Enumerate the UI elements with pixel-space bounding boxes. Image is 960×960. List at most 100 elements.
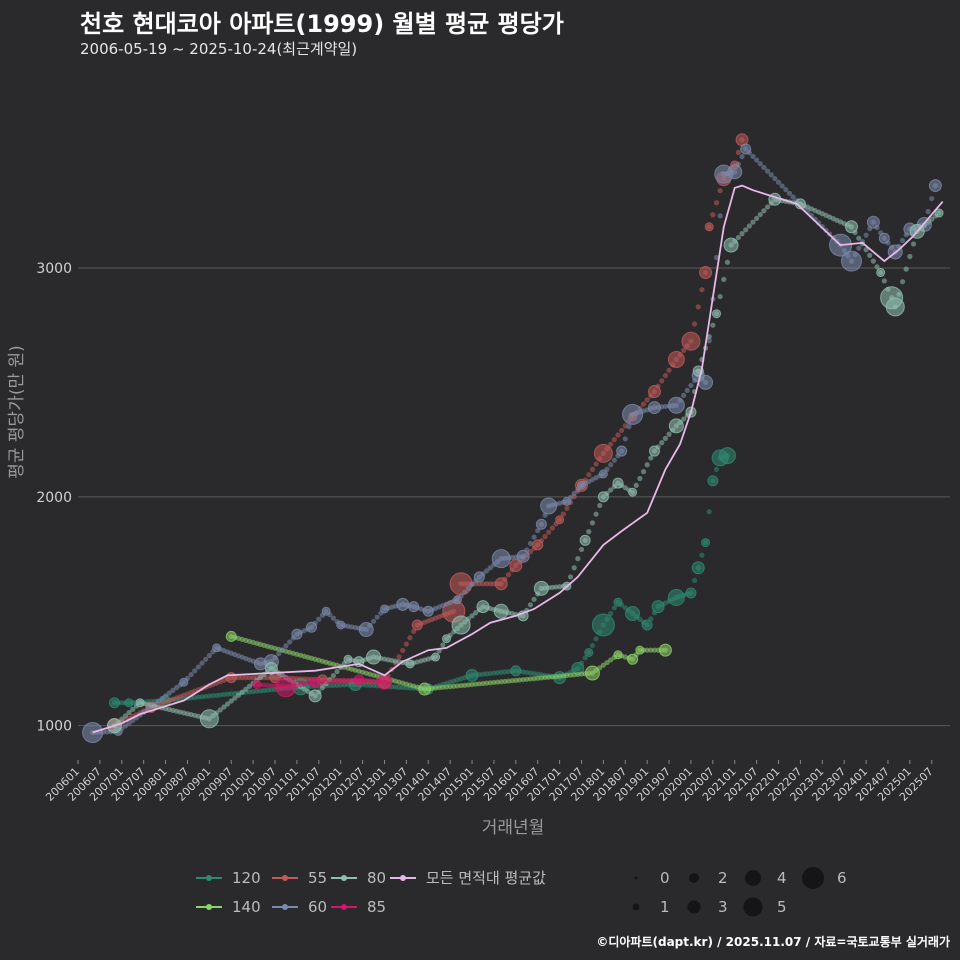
legend-key-dot (341, 904, 347, 910)
trail-dot-55 (484, 581, 490, 587)
trail-dot-80 (224, 701, 231, 707)
trail-dot-120 (119, 700, 125, 706)
data-point-120 (124, 698, 134, 708)
trail-dot-55 (235, 675, 242, 681)
trail-dot-80 (743, 227, 749, 233)
trail-dot-60 (783, 187, 789, 193)
trail-dot-80 (232, 695, 238, 701)
trail-dot-80 (567, 574, 574, 580)
data-point-120 (701, 538, 711, 548)
trail-dot-55 (611, 437, 617, 443)
trail-dot-60 (195, 664, 202, 670)
trail-dot-80 (856, 235, 862, 241)
data-point-60 (866, 215, 880, 229)
data-point-60 (598, 469, 608, 479)
trail-dot-60 (706, 338, 712, 344)
data-point-60 (452, 595, 462, 605)
data-point-60 (473, 571, 485, 583)
trail-dot-80 (330, 672, 336, 679)
data-point-85 (309, 676, 321, 688)
trail-dot-80 (126, 709, 132, 716)
trail-dot-60 (531, 534, 537, 540)
trail-dot-80 (589, 520, 596, 526)
trail-dot-80 (662, 435, 669, 442)
trail-dot-60 (370, 618, 377, 624)
legend-key-dot (282, 875, 288, 881)
average-line (92, 184, 944, 734)
data-point-55 (647, 385, 661, 399)
data-point-85 (252, 679, 262, 689)
legend-key-dot (341, 875, 347, 881)
trail-dot-60 (626, 424, 632, 430)
trail-dot-60 (768, 172, 774, 178)
data-point-60 (336, 620, 346, 630)
trail-dot-80 (910, 241, 917, 247)
trail-dot-80 (754, 215, 760, 221)
trail-dot-60 (535, 528, 541, 534)
trail-dot-80 (593, 511, 599, 517)
legend-size-dot (745, 870, 761, 886)
data-point-60 (358, 622, 374, 638)
trail-dot-60 (122, 723, 129, 729)
data-point-60 (291, 628, 303, 640)
trail-dot-55 (615, 432, 621, 438)
trail-dot-80 (221, 704, 227, 710)
data-point-80 (476, 600, 490, 614)
data-point-85 (275, 676, 297, 698)
data-point-60 (740, 143, 752, 155)
trail-dot-80 (578, 546, 585, 553)
trail-dot-55 (593, 461, 599, 467)
trail-dot-55 (297, 676, 304, 682)
trail-dot-55 (487, 581, 493, 587)
trail-dot-60 (772, 175, 778, 182)
data-point-80 (343, 654, 353, 664)
trail-dot-80 (746, 223, 752, 229)
trail-dot-60 (173, 685, 180, 691)
trail-dot-80 (571, 565, 577, 571)
legend-size-dot (743, 897, 763, 917)
data-point-55 (699, 266, 713, 280)
trail-dot-60 (754, 157, 760, 163)
data-point-60 (928, 179, 942, 193)
trail-dot-120 (338, 682, 344, 688)
trail-dot-55 (659, 378, 665, 384)
legend-size-label: 3 (718, 898, 728, 916)
trail-dot-80 (750, 219, 756, 225)
trail-dot-80 (717, 293, 723, 300)
trail-dot-120 (692, 577, 698, 583)
legend-size-dot (689, 873, 699, 883)
trail-dot-80 (228, 698, 234, 704)
legend-size-label: 2 (718, 869, 728, 887)
series-85 (252, 674, 392, 698)
data-point-85 (376, 674, 392, 690)
data-point-60 (396, 597, 410, 611)
trail-dot-60 (487, 565, 493, 571)
trail-dot-80 (644, 462, 650, 468)
trail-dot-80 (473, 610, 479, 616)
trail-dot-80 (907, 253, 913, 260)
trail-dot-55 (305, 676, 311, 682)
trail-dot-55 (403, 641, 409, 647)
trail-dot-80 (119, 716, 125, 722)
data-point-120 (707, 475, 719, 487)
trail-dot-80 (531, 596, 537, 602)
legend-size-dot (802, 867, 824, 889)
data-point-140 (418, 682, 432, 696)
legend-size-dot (634, 876, 638, 880)
trail-dot-60 (764, 168, 771, 174)
trail-dot-80 (633, 482, 639, 488)
y-tick-label: 1000 (36, 719, 72, 735)
trail-dot-80 (469, 613, 475, 619)
trail-dot-60 (713, 254, 720, 261)
data-point-80 (533, 580, 549, 596)
trail-dot-60 (790, 194, 796, 200)
trail-dot-80 (899, 279, 906, 285)
trail-dot-80 (319, 685, 326, 691)
trail-dot-55 (411, 628, 417, 634)
trail-dot-80 (870, 258, 876, 264)
trail-dot-60 (929, 195, 935, 202)
trail-dot-60 (192, 668, 198, 674)
trail-dot-55 (666, 367, 672, 373)
data-point-55 (532, 539, 544, 551)
trail-dot-55 (699, 287, 705, 293)
